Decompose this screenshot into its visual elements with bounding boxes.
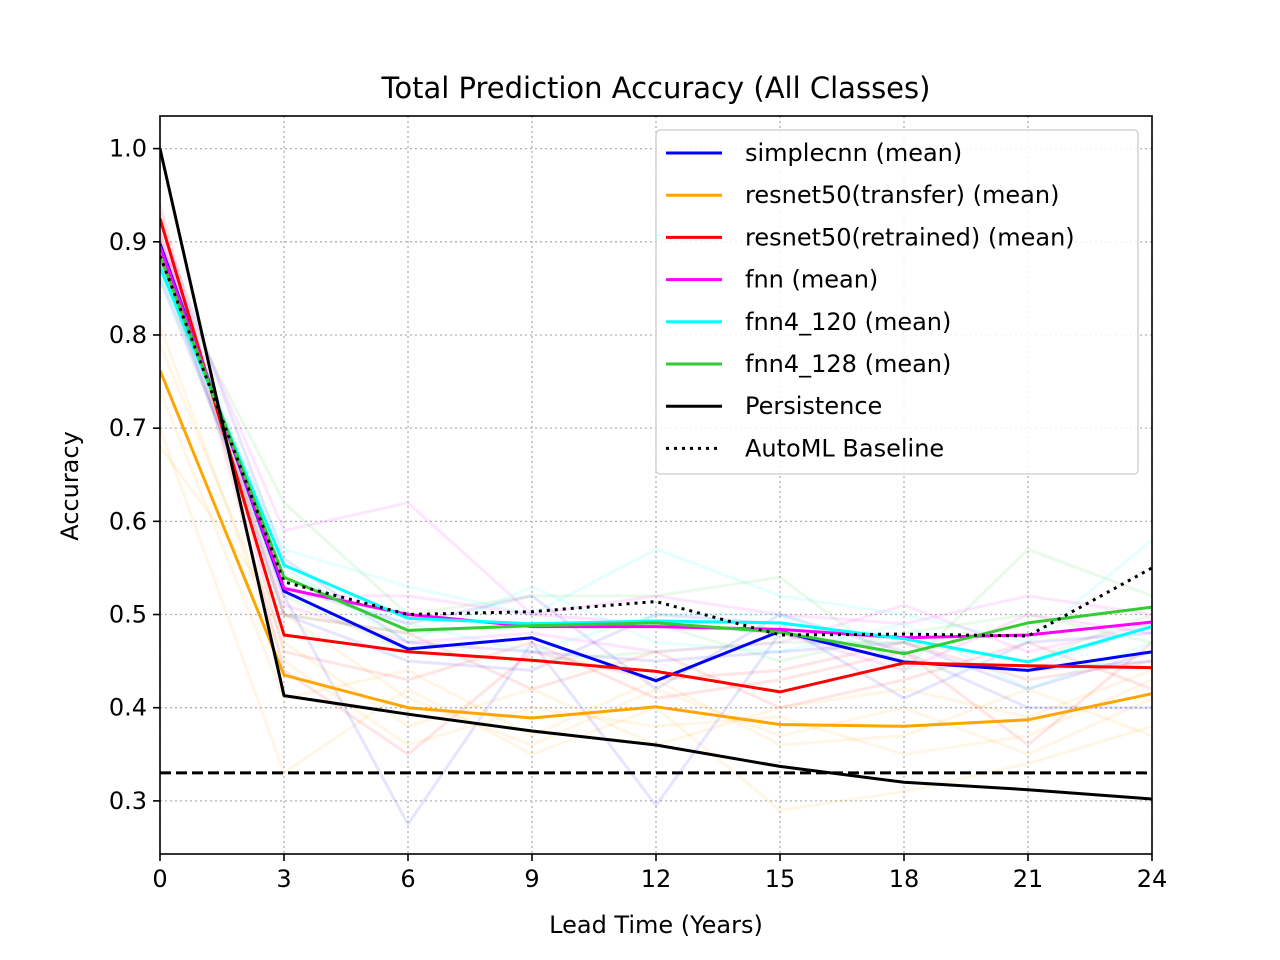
faint-run-line-4 [160,278,1152,710]
legend-label: resnet50(retrained) (mean) [745,223,1075,251]
series-line-6 [160,255,1152,656]
y-axis-label: Accuracy [56,431,84,541]
x-tick-label: 0 [152,865,167,893]
legend-label: resnet50(transfer) (mean) [745,181,1059,209]
data-lines [160,148,1152,826]
y-tick-label: 1.0 [109,135,147,163]
x-tick-label: 21 [1013,865,1044,893]
y-tick-label: 0.5 [109,601,147,629]
x-tick-label: 9 [524,865,539,893]
x-tick-label: 12 [641,865,672,893]
y-tick-label: 0.3 [109,787,147,815]
y-tick-label: 0.8 [109,321,147,349]
x-axis-label: Lead Time (Years) [549,911,763,939]
series-line-7 [160,148,1152,801]
legend-label: AutoML Baseline [745,434,944,462]
series-line-5 [160,266,1152,664]
legend-label: fnn4_120 (mean) [745,308,951,336]
legend-label: simplecnn (mean) [745,139,962,167]
faint-run-line-19 [160,259,1152,672]
legend-label: Persistence [745,392,882,420]
series-line-4 [160,245,1152,640]
x-tick-label: 24 [1137,865,1168,893]
x-tick-label: 18 [889,865,920,893]
x-tick-label: 15 [765,865,796,893]
plot-area: 0 3 6 9 12 15 18 21 24 0.3 0.4 0.5 0.6 0.7 0.8 0.9 1.0 si… [109,115,1168,893]
x-tick-label: 6 [400,865,415,893]
series-line-3 [160,218,1152,694]
y-tick-label: 0.6 [109,507,147,535]
legend-label: fnn4_128 (mean) [745,350,951,378]
y-tick-label: 0.4 [109,694,147,722]
faint-run-line-10 [160,204,1152,747]
x-tick-label: 3 [276,865,291,893]
faint-run-line-13 [160,241,1152,626]
series-line-1 [160,243,1152,683]
faint-run-line-2 [160,222,1152,691]
faint-run-line-9 [160,445,1152,756]
y-tick-label: 0.7 [109,414,147,442]
legend: simplecnn (mean) resnet50(transfer) (mean… [655,129,1139,475]
legend-box [655,129,1139,475]
legend-label: fnn (mean) [745,266,878,294]
y-tick-label: 0.9 [109,228,147,256]
faint-run-line-3 [160,259,1152,700]
series-line-2 [160,369,1152,728]
faint-run-line-8 [160,325,1152,756]
chart-title: Total Prediction Accuracy (All Classes) [381,71,931,105]
